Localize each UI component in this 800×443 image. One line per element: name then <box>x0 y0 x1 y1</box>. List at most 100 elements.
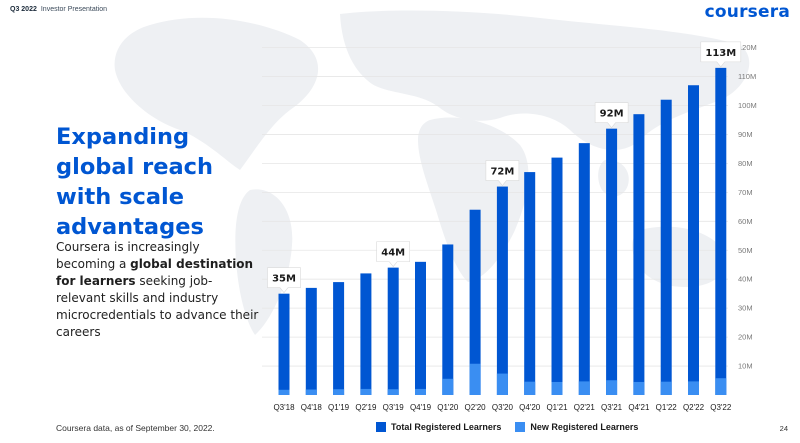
new-learners-bar <box>578 381 590 395</box>
y-tick-label: 80M <box>738 159 753 168</box>
y-tick-label: 40M <box>738 275 753 284</box>
presentation-header: Q3 2022 Investor Presentation <box>10 6 107 13</box>
new-learners-bar <box>606 380 618 395</box>
x-tick-label: Q1'20 <box>437 403 459 412</box>
x-tick-label: Q3'22 <box>710 403 732 412</box>
coursera-logo: coursera <box>704 2 790 22</box>
total-learners-bar <box>578 143 590 395</box>
total-learners-bar <box>360 273 372 395</box>
total-learners-bar <box>442 244 454 395</box>
total-learners-bar <box>387 267 399 395</box>
callout-box <box>376 241 410 268</box>
page-title: Expanding global reach with scale advant… <box>56 122 256 242</box>
total-learners-bar <box>469 209 481 395</box>
new-learners-bar <box>660 381 672 395</box>
new-learners-bar <box>415 388 426 395</box>
callout-box <box>700 41 742 68</box>
value-callout: 44M <box>376 241 410 268</box>
x-tick-label: Q2'20 <box>465 403 487 412</box>
x-tick-label: Q1'22 <box>656 403 678 412</box>
callout-label: 72M <box>490 167 514 178</box>
x-tick-label: Q3'21 <box>601 403 623 412</box>
new-learners-bar <box>633 381 645 395</box>
total-learners-bar <box>688 85 699 396</box>
total-learners-bar <box>305 287 317 395</box>
callout-label: 44M <box>381 248 405 259</box>
x-tick-label: Q4'21 <box>628 403 650 412</box>
x-tick-label: Q3'19 <box>383 403 405 412</box>
new-learners-bar <box>387 389 399 395</box>
x-tick-label: Q1'21 <box>546 403 568 412</box>
new-learners-bar <box>333 389 345 395</box>
x-tick-label: Q2'21 <box>574 403 596 412</box>
x-tick-label: Q1'19 <box>328 403 350 412</box>
description-part-1: Coursera is increasingly becoming a <box>56 240 200 271</box>
presentation-subtitle: Investor Presentation <box>40 6 108 13</box>
new-learners-bar <box>688 381 699 395</box>
new-learners-bar <box>360 388 372 395</box>
y-tick-label: 70M <box>738 188 753 197</box>
value-callout: 92M <box>594 102 629 129</box>
new-learners-bar <box>496 373 508 395</box>
new-learners-bar <box>551 381 563 395</box>
new-learners-bar <box>442 378 454 395</box>
callout-box <box>267 267 301 294</box>
legend-label-total: Total Registered Learners <box>391 422 502 432</box>
x-tick-label: Q2'22 <box>683 403 705 412</box>
title-line-3: with scale <box>56 184 184 210</box>
y-tick-label: 120M <box>738 43 757 52</box>
total-learners-bar <box>333 282 345 395</box>
title-line-4: advantages <box>56 214 204 240</box>
title-line-2: global reach <box>56 154 214 180</box>
total-learners-bar <box>715 67 727 396</box>
x-tick-label: Q3'20 <box>492 403 514 412</box>
title-line-1: Expanding <box>56 124 190 150</box>
value-callout: 113M <box>700 41 742 68</box>
y-tick-label: 90M <box>738 130 753 139</box>
x-tick-label: Q4'18 <box>301 403 323 412</box>
new-learners-bar <box>305 389 317 395</box>
y-tick-label: 50M <box>738 246 753 255</box>
x-tick-label: Q2'19 <box>355 403 377 412</box>
callout-label: 92M <box>600 109 624 120</box>
new-learners-bar <box>715 378 727 395</box>
y-tick-label: 30M <box>738 304 753 313</box>
y-tick-label: 100M <box>738 101 757 110</box>
y-tick-label: 10M <box>738 362 753 371</box>
callout-label: 113M <box>705 48 736 59</box>
total-learners-bar <box>278 293 290 395</box>
description-part-2: seeking job-relevant skills and industry… <box>56 274 259 339</box>
new-learners-bar <box>469 363 481 395</box>
total-learners-bar <box>606 128 618 395</box>
callout-label: 35M <box>272 274 296 285</box>
page-number: 24 <box>779 424 788 433</box>
legend-item-new: New Registered Learners <box>515 422 638 432</box>
total-learners-bar <box>660 99 672 396</box>
x-tick-label: Q4'19 <box>410 403 432 412</box>
value-callout: 72M <box>485 160 520 187</box>
description-bold: global destination for learners <box>56 257 254 288</box>
legend-label-new: New Registered Learners <box>530 422 639 432</box>
new-learners-bar <box>278 389 290 395</box>
x-tick-label: Q4'20 <box>519 403 541 412</box>
total-learners-bar <box>551 157 563 395</box>
y-tick-label: 110M <box>738 72 756 81</box>
legend-item-total: Total Registered Learners <box>376 422 501 432</box>
y-tick-label: 60M <box>738 217 753 226</box>
total-learners-bar <box>496 186 508 395</box>
y-tick-label: 20M <box>738 333 753 342</box>
total-learners-bar <box>633 114 645 395</box>
total-learners-bar <box>524 172 536 395</box>
callout-box <box>485 160 520 187</box>
new-learners-bar <box>524 381 536 395</box>
callout-box <box>594 102 629 129</box>
description-text: Coursera is increasingly becoming a glob… <box>56 239 261 341</box>
x-tick-label: Q3'18 <box>273 403 295 412</box>
legend-swatch-total <box>376 422 386 432</box>
legend-swatch-new <box>515 422 526 432</box>
quarter-label: Q3 2022 <box>10 6 37 13</box>
value-callout: 35M <box>267 267 301 294</box>
total-learners-bar <box>415 261 426 395</box>
chart-legend: Total Registered Learners New Registered… <box>376 422 638 432</box>
